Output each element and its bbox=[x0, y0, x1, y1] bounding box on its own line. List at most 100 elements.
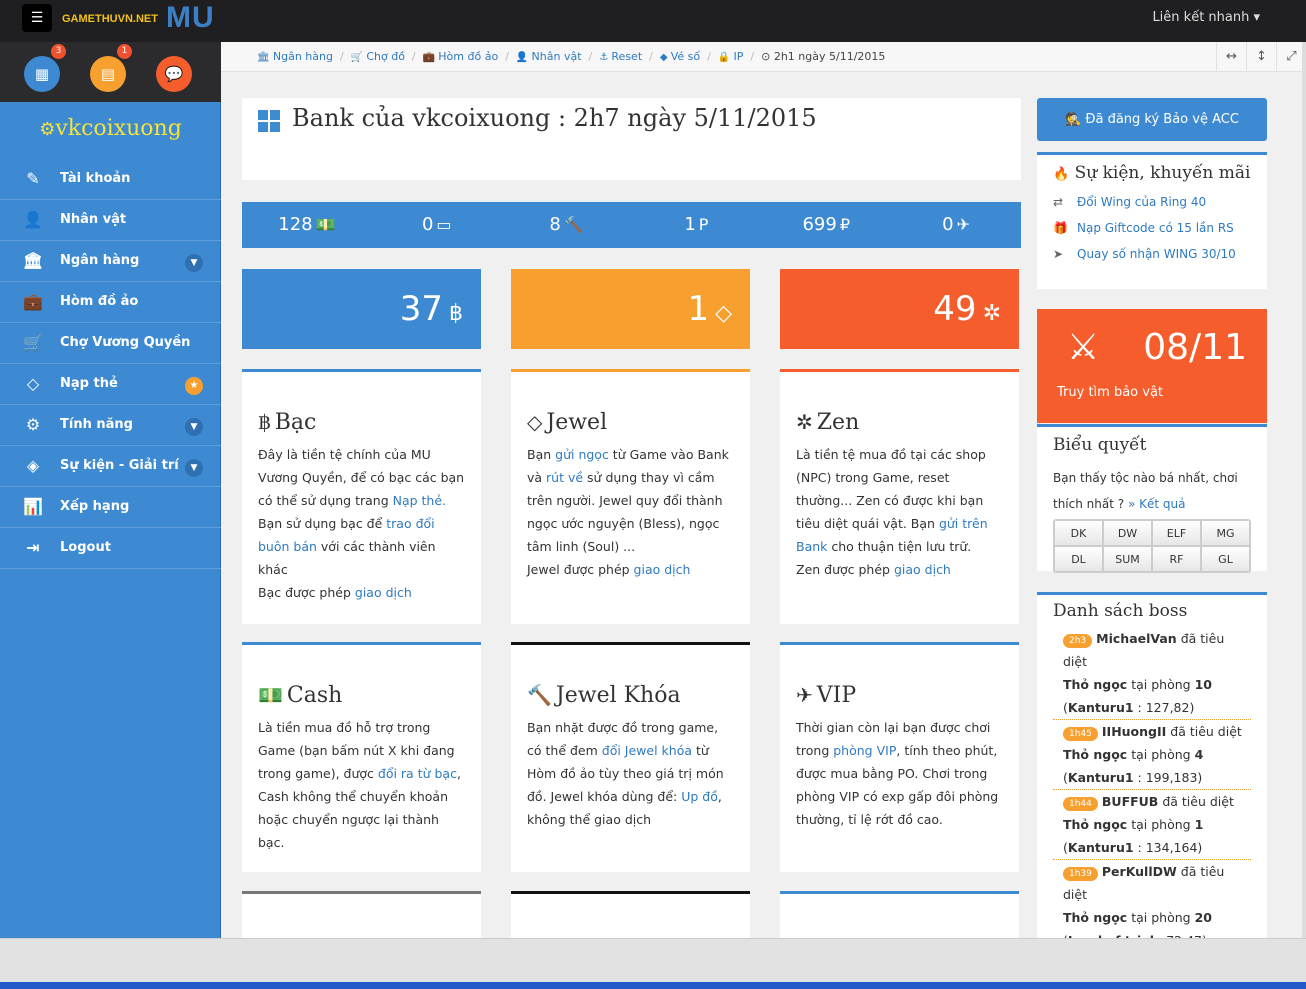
sidebar-item-t-nh-n-ng[interactable]: ⚙ Tính năng ▼ bbox=[0, 405, 221, 446]
logo-mu: MU bbox=[166, 1, 215, 34]
fullscreen-icon[interactable]: ⤢ bbox=[1276, 42, 1306, 72]
card-link[interactable]: giao dịch bbox=[893, 562, 951, 577]
map-name: Kanturu1 bbox=[1067, 770, 1134, 785]
stat-value: 128 bbox=[278, 214, 313, 235]
breadcrumb-link[interactable]: 🛒 Chợ đồ bbox=[351, 50, 405, 63]
logo-text: GAMETHUVN.NET bbox=[62, 13, 158, 25]
page-title: Bank của vkcoixuong : 2h7 ngày 5/11/2015 bbox=[292, 104, 817, 132]
sidebar-item-t-i-kho-n[interactable]: ✎ Tài khoản bbox=[0, 159, 221, 200]
poll-question-text: Bạn thấy tộc nào bá nhất, chơi thích nhấ… bbox=[1053, 471, 1238, 511]
card-text: Bạn sử dụng bạc để bbox=[258, 516, 387, 531]
card-text: sử dụng thay vì cầm trên người. Jewel qu… bbox=[527, 470, 723, 554]
paypal-icon: P bbox=[698, 215, 709, 234]
event-item[interactable]: 🎁 Nạp Giftcode có 15 lần RS bbox=[1053, 215, 1251, 241]
scrollbar[interactable] bbox=[1302, 42, 1306, 938]
info-card-partial bbox=[511, 891, 750, 938]
card-link[interactable]: Up đồ bbox=[681, 789, 718, 804]
sidebar-item-s-ki-n-gi-i-tr-[interactable]: ◈ Sự kiện - Giải trí ▼ bbox=[0, 446, 221, 487]
sidebar-item-logout[interactable]: ⇥ Logout bbox=[0, 528, 221, 569]
card-title-text: Zen bbox=[816, 410, 860, 435]
breadcrumb-link[interactable]: ⚓ Reset bbox=[599, 50, 642, 63]
card-link[interactable]: đổi ra từ bạc bbox=[377, 766, 457, 781]
sidebar-item-h-m-o[interactable]: 💼 Hòm đồ ảo bbox=[0, 282, 221, 323]
card-link[interactable]: trao đổi buôn bán bbox=[258, 516, 435, 554]
breadcrumb-text: Hòm đồ ảo bbox=[438, 50, 499, 63]
logout-icon: ⇥ bbox=[26, 538, 40, 557]
sidebar-item-nh-n-v-t[interactable]: 👤 Nhân vật bbox=[0, 200, 221, 241]
player-name: MichaelVan bbox=[1096, 631, 1177, 646]
breadcrumb-icon: 🛒 bbox=[350, 52, 367, 63]
card-description: Là tiền mua đồ hỗ trợ trong Game (bạn bấ… bbox=[258, 716, 465, 854]
sidebar-item-ng-n-h-ng[interactable]: 🏛 Ngân hàng ▼ bbox=[0, 241, 221, 282]
breadcrumb-link[interactable]: 💼 Hòm đồ ảo bbox=[423, 50, 499, 63]
poll-option-button[interactable]: SUM bbox=[1103, 546, 1152, 572]
poll-option-button[interactable]: DL bbox=[1054, 546, 1103, 572]
event-icon: ◈ bbox=[26, 456, 40, 475]
quick-links-dropdown[interactable]: Liên kết nhanh ▾ bbox=[1152, 10, 1260, 25]
chat-button[interactable]: 💬 bbox=[156, 56, 192, 92]
time-text: 2h1 ngày 5/11/2015 bbox=[773, 50, 886, 63]
gear-icon: ⚙ bbox=[39, 119, 56, 140]
logo[interactable]: GAMETHUVN.NET MU bbox=[62, 1, 232, 38]
card-link[interactable]: giao dịch bbox=[354, 585, 412, 600]
resize-horizontal-icon[interactable]: ↔ bbox=[1216, 42, 1246, 72]
event-item[interactable]: ⇄ Đổi Wing của Ring 40 bbox=[1053, 189, 1251, 215]
card-link[interactable]: gửi ngọc bbox=[555, 447, 609, 462]
treasure-hunt-banner[interactable]: ⚔ 08/11 Truy tìm bảo vật bbox=[1037, 309, 1267, 423]
poll-option-button[interactable]: RF bbox=[1152, 546, 1201, 572]
kill-action: đã tiêu diệt bbox=[1063, 631, 1225, 669]
kill-time: 2h3 bbox=[1063, 634, 1093, 648]
poll-option-button[interactable]: GL bbox=[1201, 546, 1250, 572]
sidebar-item-n-p-th-[interactable]: ◇ Nạp thẻ ★ bbox=[0, 364, 221, 405]
tasks-button[interactable]: ▤ 1 bbox=[90, 44, 132, 92]
event-link[interactable]: Đổi Wing của Ring 40 bbox=[1077, 195, 1207, 209]
breadcrumb-icon: 💼 bbox=[422, 52, 439, 63]
breadcrumb-time: ⊙ 2h1 ngày 5/11/2015 bbox=[761, 50, 886, 63]
kill-time: 1h39 bbox=[1063, 867, 1098, 881]
card-link[interactable]: gửi trên Bank bbox=[796, 516, 988, 554]
breadcrumb-icon: ⚓ bbox=[599, 52, 612, 63]
card-icon: ✲ bbox=[796, 410, 813, 434]
sidebar-item-ch-v-ng-quy-n[interactable]: 🛒 Chợ Vương Quyền bbox=[0, 323, 221, 364]
poll-result-link[interactable]: » Kết quả bbox=[1127, 497, 1186, 511]
event-link[interactable]: Nạp Giftcode có 15 lần RS bbox=[1077, 221, 1234, 235]
sidebar-item-label: Hòm đồ ảo bbox=[60, 294, 139, 309]
breadcrumb-link[interactable]: 🏛 Ngân hàng bbox=[257, 50, 333, 63]
card-text: Jewel được phép bbox=[527, 562, 634, 577]
card-link[interactable]: đổi Jewel khóa bbox=[601, 743, 692, 758]
stat-value: 0 bbox=[421, 214, 434, 235]
sidebar-item-x-p-h-ng[interactable]: 📊 Xếp hạng bbox=[0, 487, 221, 528]
poll-option-button[interactable]: MG bbox=[1201, 520, 1250, 546]
breadcrumb-separator: / bbox=[505, 50, 509, 63]
resize-vertical-icon[interactable]: ↕ bbox=[1246, 42, 1276, 72]
top-bar: ☰ GAMETHUVN.NET MU Liên kết nhanh ▾ bbox=[0, 0, 1306, 42]
breadcrumb-link[interactable]: ◆ Vé số bbox=[660, 50, 700, 63]
boss-entry: 1h45 IIHuongII đã tiêu diệt Thỏ ngọc tại p… bbox=[1053, 720, 1251, 790]
room-label: tại phòng bbox=[1131, 910, 1191, 925]
username[interactable]: ⚙vkcoixuong bbox=[0, 116, 221, 141]
card-link[interactable]: phòng VIP bbox=[833, 743, 897, 758]
send-icon: ➤ bbox=[1053, 247, 1064, 261]
breadcrumb-link[interactable]: 🔒 IP bbox=[718, 50, 744, 63]
card-text: Bạc được phép bbox=[258, 585, 355, 600]
event-item[interactable]: ➤ Quay số nhận WING 30/10 bbox=[1053, 241, 1251, 267]
card-link[interactable]: Nạp thẻ. bbox=[392, 493, 447, 508]
poll-option-button[interactable]: DK bbox=[1054, 520, 1103, 546]
card-title: ฿ Bạc bbox=[258, 410, 465, 435]
event-link[interactable]: Quay số nhận WING 30/10 bbox=[1077, 247, 1236, 261]
card-link[interactable]: rút về bbox=[546, 470, 584, 485]
menu-toggle-button[interactable]: ☰ bbox=[22, 4, 52, 32]
info-card-partial bbox=[242, 891, 481, 938]
poll-option-button[interactable]: ELF bbox=[1152, 520, 1201, 546]
page-title-card: Bank của vkcoixuong : 2h7 ngày 5/11/2015 bbox=[242, 98, 1021, 180]
poll-option-button[interactable]: DW bbox=[1103, 520, 1152, 546]
card-title: ✲ Zen bbox=[796, 410, 1003, 435]
breadcrumb-link[interactable]: 👤 Nhân vật bbox=[516, 50, 582, 63]
card-link[interactable]: giao dịch bbox=[633, 562, 691, 577]
calendar-button[interactable]: ▦ 3 bbox=[24, 44, 66, 92]
card-description: Đây là tiền tệ chính của MU Vương Quyền,… bbox=[258, 443, 465, 604]
account-protection-button[interactable]: 🕵 Đã đăng ký Bảo vệ ACC bbox=[1037, 98, 1267, 141]
edit-icon: ✎ bbox=[26, 169, 40, 188]
plane-icon: ✈ bbox=[956, 215, 970, 234]
sidebar-item-label: Ngân hàng bbox=[60, 253, 140, 268]
